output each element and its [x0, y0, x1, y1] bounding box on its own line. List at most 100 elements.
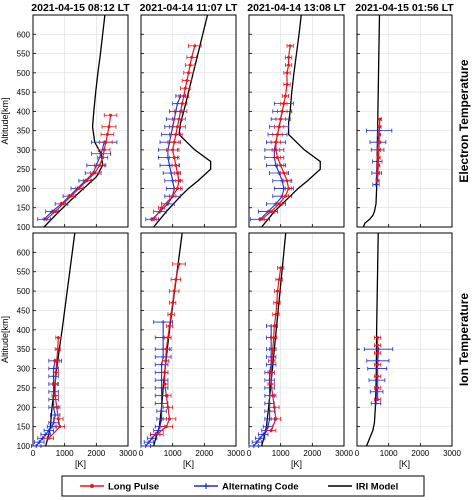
long-pulse-point [177, 262, 181, 266]
long-pulse-point [172, 289, 176, 293]
alternating-code-point [150, 436, 155, 441]
long-pulse-point [53, 394, 57, 398]
long-pulse-point [279, 266, 283, 270]
long-pulse-point [190, 55, 194, 59]
x-tick-label: 3000 [443, 449, 461, 458]
row-label-2: Ion Temperature [457, 293, 471, 386]
alternating-code-point [374, 378, 379, 383]
y-tick-label: 350 [17, 345, 31, 354]
alternating-code-point [50, 424, 54, 429]
long-pulse-point [155, 432, 159, 436]
panel-r2-c4: 0 1000 2000 3000 [K] [355, 232, 461, 469]
panel-frame [140, 232, 237, 447]
long-pulse-point [287, 186, 291, 190]
panel-r1-c3 [248, 14, 345, 228]
long-pulse-point [376, 351, 380, 355]
long-pulse-point [377, 132, 381, 136]
legend-label: IRI Model [356, 482, 398, 493]
alternating-code-point [34, 444, 39, 448]
x-axis-label: [K] [183, 459, 194, 469]
legend-item-2: Alternating Code [194, 482, 299, 493]
x-tick-label: 2000 [411, 449, 429, 458]
y-tick-label: 200 [17, 403, 31, 412]
long-pulse-point [377, 125, 381, 129]
panel-title-3: 2021-04-14 13:08 LT [247, 2, 346, 14]
legend-item-3: IRI Model [328, 482, 398, 493]
y-tick-label: 300 [17, 365, 31, 374]
long-pulse-point [171, 301, 175, 305]
long-pulse-point [55, 359, 59, 363]
long-pulse-point [101, 156, 105, 160]
alternating-code-point [51, 397, 56, 402]
panel-r1-c1: 100 150 200 250 300 350 400 450 500 550 600 Altitud… [0, 14, 129, 232]
long-pulse-point [93, 171, 97, 175]
long-pulse-point [58, 425, 62, 429]
x-tick-label: 1000 [56, 449, 74, 458]
long-pulse-point [285, 82, 289, 86]
legend-label: Long Pulse [108, 482, 159, 493]
alternating-code-point [51, 374, 56, 379]
long-pulse-point [183, 86, 187, 90]
long-pulse-point [163, 382, 167, 386]
alternating-code-line [43, 142, 105, 220]
long-pulse-point [175, 186, 179, 190]
long-pulse-point [55, 405, 59, 409]
long-pulse-point [187, 71, 190, 75]
long-pulse-point [105, 132, 109, 136]
long-pulse-point [287, 63, 291, 67]
panel-frame [140, 14, 237, 228]
panel-frame [248, 232, 345, 447]
x-tick-label: 3000 [119, 449, 137, 458]
long-pulse-point [269, 429, 273, 433]
x-tick-label: 0 [355, 449, 360, 458]
long-pulse-point [168, 417, 171, 421]
long-pulse-point [377, 148, 381, 152]
long-pulse-point [276, 289, 279, 293]
long-pulse-point [376, 398, 380, 402]
x-tick-label: 2000 [303, 449, 321, 458]
long-pulse-point [168, 324, 171, 328]
y-tick-label: 300 [17, 146, 31, 155]
long-pulse-point [274, 148, 278, 152]
long-pulse-point [171, 194, 175, 198]
panel-r1-c2 [140, 14, 237, 228]
alternating-code-point [170, 178, 175, 183]
long-pulse-point [164, 359, 168, 363]
long-pulse-point [277, 202, 281, 206]
long-pulse-point [287, 55, 291, 59]
y-tick-label: 450 [17, 306, 31, 315]
long-pulse-point [85, 179, 89, 183]
row-label-1: Electron Temperature [457, 59, 471, 182]
alternating-code-point [51, 366, 56, 371]
long-pulse-point [172, 156, 176, 160]
alternating-code-point [165, 201, 170, 206]
long-pulse-point [377, 156, 381, 160]
alternating-code-point [267, 409, 272, 414]
x-tick-label: 3000 [227, 449, 245, 458]
alternating-code-point [46, 428, 51, 433]
long-pulse-point [376, 363, 380, 367]
long-pulse-point [164, 347, 168, 351]
long-pulse-point [283, 94, 287, 98]
alternating-code-point [159, 362, 164, 367]
long-pulse-point [279, 117, 283, 121]
long-pulse-point [193, 44, 197, 48]
alternating-code-point [159, 401, 164, 406]
y-tick-label: 250 [17, 165, 31, 174]
long-pulse-point [269, 210, 273, 214]
x-tick-label: 0 [31, 449, 36, 458]
y-tick-label: 150 [17, 204, 31, 213]
alternating-code-point [251, 444, 256, 448]
long-pulse-point [280, 109, 284, 113]
long-pulse-point [98, 163, 101, 167]
long-pulse-point [56, 417, 60, 421]
long-pulse-point [274, 417, 278, 421]
y-axis-label: Altitude[km] [0, 97, 10, 144]
x-axis-label: [K] [399, 459, 410, 469]
alternating-code-point [374, 182, 378, 187]
panel-title-4: 2021-04-15 01:56 LT [355, 2, 454, 14]
x-tick-label: 2000 [195, 449, 213, 458]
y-tick-label: 200 [17, 184, 31, 193]
long-pulse-point [61, 202, 65, 206]
